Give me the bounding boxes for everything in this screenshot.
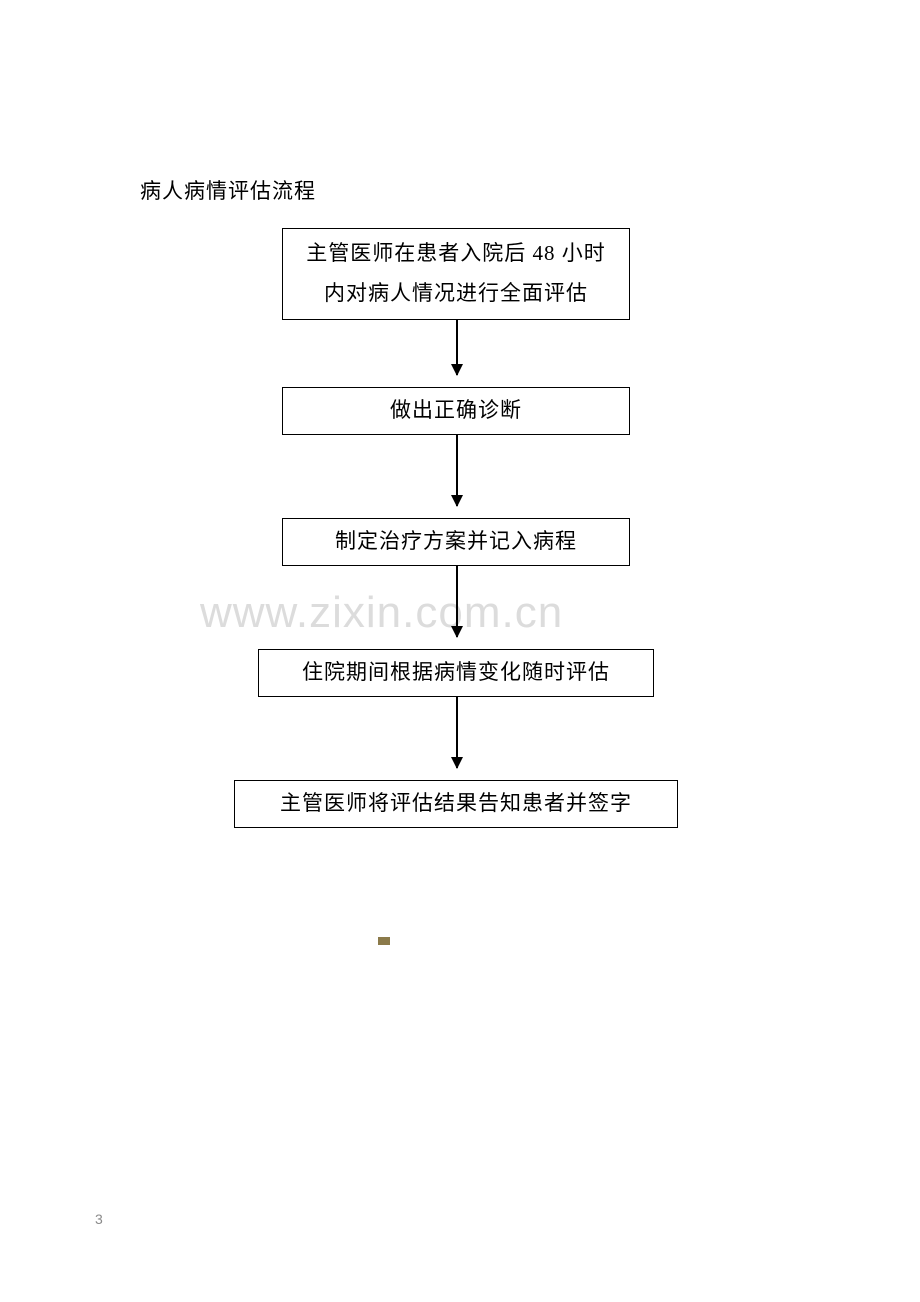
- flowchart-container: www.zixin.com.cn 主管医师在患者入院后 48 小时 内对病人情况…: [0, 0, 920, 1302]
- flow-node-1: 主管医师在患者入院后 48 小时 内对病人情况进行全面评估: [282, 228, 630, 320]
- node-text: 做出正确诊断: [390, 391, 522, 431]
- flow-arrow: [456, 435, 458, 506]
- watermark-text: www.zixin.com.cn: [200, 588, 563, 638]
- flow-arrow: [456, 566, 458, 637]
- page-number: 3: [95, 1211, 103, 1227]
- flow-node-4: 住院期间根据病情变化随时评估: [258, 649, 654, 697]
- node-text: 内对病人情况进行全面评估: [324, 274, 588, 314]
- node-text: 主管医师在患者入院后 48 小时: [306, 234, 606, 274]
- flow-node-2: 做出正确诊断: [282, 387, 630, 435]
- node-text: 住院期间根据病情变化随时评估: [302, 653, 610, 693]
- flow-arrow: [456, 697, 458, 768]
- decorative-mark: [378, 937, 390, 945]
- flow-arrow: [456, 320, 458, 375]
- node-text: 主管医师将评估结果告知患者并签字: [280, 784, 632, 824]
- flow-node-5: 主管医师将评估结果告知患者并签字: [234, 780, 678, 828]
- flow-node-3: 制定治疗方案并记入病程: [282, 518, 630, 566]
- node-text: 制定治疗方案并记入病程: [335, 522, 577, 562]
